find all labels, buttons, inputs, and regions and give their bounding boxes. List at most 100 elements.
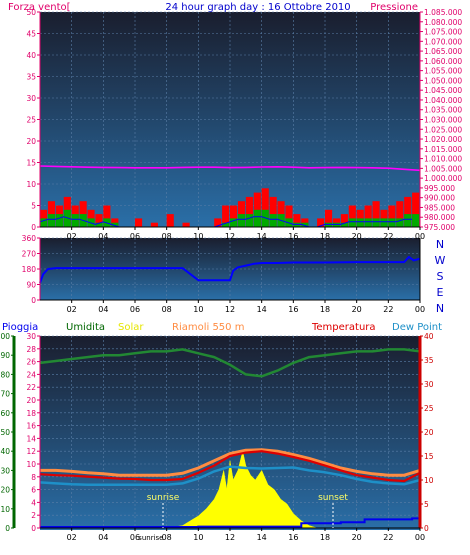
legend-temperatura: Temperatura — [311, 322, 376, 333]
y-tick-label: 1.020.000 — [424, 135, 462, 144]
solar-area — [166, 451, 318, 529]
x-tick-label: 20 — [352, 533, 362, 542]
y-tick-label: 20 — [424, 428, 434, 437]
wind-avg-bar — [388, 218, 396, 227]
x-tick-label: 16 — [288, 305, 298, 314]
y-tick-label: 975.000 — [424, 223, 455, 232]
right-axis-label: Pressione — [370, 2, 418, 13]
y-tick-label: 5 — [424, 500, 429, 509]
x-tick-label: 18 — [320, 533, 330, 542]
wind-avg-bar — [356, 218, 364, 227]
wind-gust-bar — [245, 196, 253, 227]
y-tick-label: 40 — [424, 332, 434, 341]
y-tick-label: 995.000 — [424, 184, 455, 193]
x-tick-label: 12 — [225, 305, 235, 314]
wind-gust-bar — [388, 205, 396, 227]
axes: 05101520253035404550975.000980.000985.00… — [0, 8, 462, 542]
wind-gust-bar — [372, 201, 380, 227]
y-tick-label: 1.035.000 — [424, 106, 462, 115]
y-tick-label: 10 — [26, 460, 36, 469]
y-tick-label: 35 — [26, 73, 36, 82]
x-tick-label: 08 — [162, 232, 172, 241]
y-tick-label: 16 — [26, 422, 36, 431]
wind-gust-bar — [364, 205, 372, 227]
sunrise-label: sunrise — [147, 493, 180, 503]
x-tick-label: 22 — [383, 533, 393, 542]
y-tick-label: 30 — [26, 94, 36, 103]
temperature-line — [39, 450, 421, 483]
y-tick-label: 12 — [26, 447, 36, 456]
y-tick-label: 0 — [31, 296, 36, 305]
y-tick-label: 1.050.000 — [424, 76, 462, 85]
wind-gust-bar — [103, 205, 111, 227]
wind-avg-bar — [40, 218, 48, 227]
x-tick-label: 20 — [352, 232, 362, 241]
y-tick-label: 50 — [0, 428, 10, 437]
wind-avg-bar — [71, 214, 79, 227]
y-tick-label: 180 — [22, 265, 37, 274]
y-tick-label: 90 — [0, 351, 10, 360]
y-tick-label: 15 — [26, 159, 36, 168]
x-tick-label: 16 — [288, 232, 298, 241]
y-tick-label: 35 — [424, 356, 434, 365]
y-tick-label: 1.010.000 — [424, 155, 462, 164]
y-tick-label: 14 — [26, 434, 36, 443]
x-tick-label: 20 — [352, 305, 362, 314]
wind-gust-bar — [412, 192, 420, 227]
y-tick-label: 20 — [26, 396, 36, 405]
x-tick-label: 18 — [320, 305, 330, 314]
temperature-plot — [39, 348, 421, 529]
y-tick-label: 70 — [0, 390, 10, 399]
compass-n-top: N — [436, 238, 444, 251]
x-tick-label: 12 — [225, 232, 235, 241]
compass-w: W — [435, 254, 446, 267]
pressure-line — [39, 165, 421, 172]
x-tick-label: 14 — [257, 232, 267, 241]
y-tick-label: 1.075.000 — [424, 28, 462, 37]
y-tick-label: 90 — [26, 281, 36, 290]
sunset-label: sunset — [318, 493, 348, 503]
wind-pressure-plot — [39, 165, 421, 228]
x-tick-label: sunrise — [138, 534, 163, 542]
wind-avg-bar — [412, 214, 420, 227]
wind-avg-bar — [348, 218, 356, 227]
x-tick-label: 00 — [415, 305, 425, 314]
wind-avg-bar — [380, 218, 388, 227]
y-tick-label: 1.005.000 — [424, 164, 462, 173]
y-tick-label: 0 — [424, 524, 429, 533]
y-tick-label: 4 — [31, 498, 36, 507]
y-tick-label: 1.015.000 — [424, 145, 462, 154]
x-tick-label: 02 — [67, 533, 77, 542]
y-tick-label: 1.065.000 — [424, 47, 462, 56]
x-tick-label: 02 — [67, 232, 77, 241]
rain-line — [40, 517, 421, 528]
y-tick-label: 990.000 — [424, 194, 455, 203]
wind-avg-bar — [237, 214, 246, 227]
y-tick-label: 25 — [26, 116, 36, 125]
wind-gust-bar — [95, 214, 103, 227]
y-tick-label: 6 — [31, 486, 36, 495]
compass-e: E — [437, 286, 444, 299]
y-tick-label: 1.055.000 — [424, 67, 462, 76]
x-tick-label: 14 — [257, 305, 267, 314]
x-tick-label: 06 — [130, 305, 140, 314]
wind-gust-bar — [317, 218, 325, 227]
wind-avg-bar — [404, 214, 412, 227]
y-tick-label: 15 — [424, 452, 434, 461]
y-tick-label: 1.030.000 — [424, 116, 462, 125]
y-tick-label: 10 — [26, 180, 36, 189]
x-tick-label: 14 — [257, 533, 267, 542]
y-tick-label: 20 — [0, 486, 10, 495]
y-tick-label: 60 — [0, 409, 10, 418]
wind-avg-bar — [47, 214, 56, 227]
wind-direction-line — [39, 255, 421, 284]
y-tick-label: 1.040.000 — [424, 96, 462, 105]
x-tick-label: 00 — [415, 533, 425, 542]
wind-avg-bar — [63, 209, 71, 227]
y-tick-label: 80 — [0, 370, 10, 379]
x-tick-label: 04 — [98, 533, 108, 542]
y-tick-label: 0 — [31, 223, 36, 232]
y-tick-label: 28 — [26, 345, 36, 354]
y-tick-label: 1.080.000 — [424, 18, 462, 27]
wind-gust-bar — [404, 196, 412, 227]
